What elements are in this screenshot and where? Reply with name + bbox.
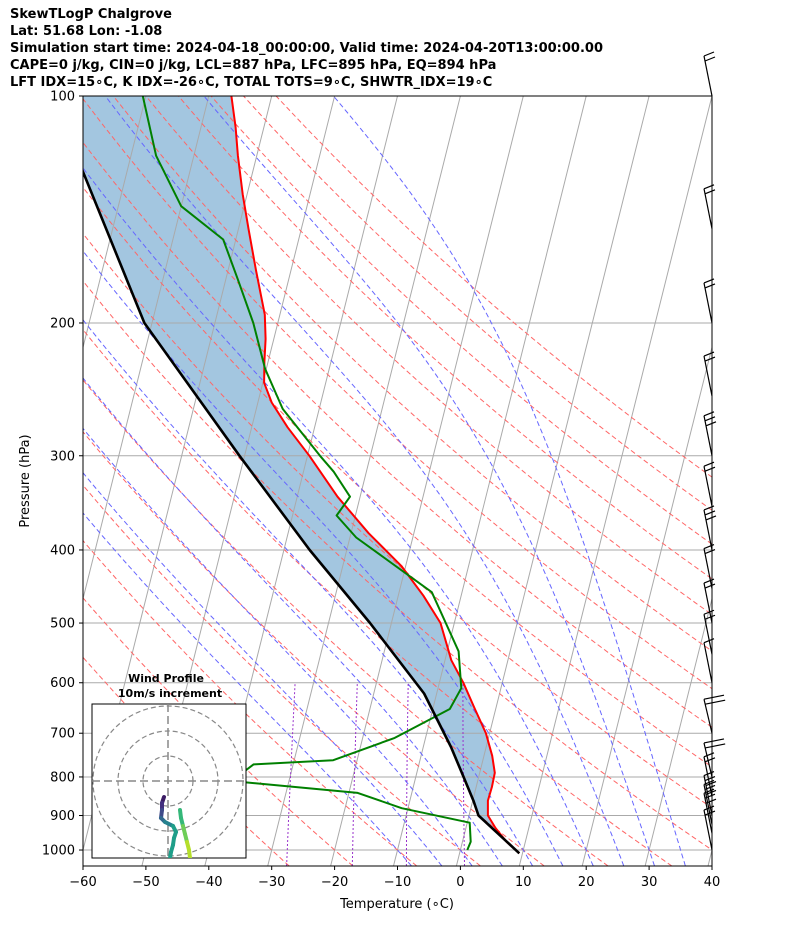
wind-barb [703, 461, 716, 507]
x-tick-label: 40 [704, 875, 721, 890]
dry-adiabat [83, 431, 545, 866]
y-axis-label: Pressure (hPa) [18, 434, 33, 527]
x-axis-label: Temperature (∘C) [339, 897, 454, 912]
dry-adiabat [83, 379, 609, 866]
hodograph-segment [187, 848, 192, 858]
moist-adiabat [83, 427, 473, 866]
location-line: Lat: 51.68 Lon: -1.08 [10, 24, 163, 39]
isotherm [644, 596, 712, 866]
figure-title: SkewTLogP Chalgrove [10, 7, 172, 22]
wind-barb [703, 351, 716, 397]
wind-barb [703, 805, 716, 851]
dry-adiabat [243, 96, 712, 511]
y-tick-label: 100 [50, 90, 75, 105]
dewpoint-trace [141, 96, 472, 851]
hodograph-subtitle: 10m/s increment [118, 687, 222, 700]
wind-barb [703, 638, 715, 683]
indices-line-1: CAPE=0 j/kg, CIN=0 j/kg, LCL=887 hPa, LF… [10, 58, 497, 73]
x-tick-label: −30 [258, 875, 285, 890]
y-tick-label: 500 [50, 617, 75, 632]
y-tick-label: 600 [50, 676, 75, 691]
wind-barb [703, 779, 717, 825]
dry-adiabat [178, 96, 712, 580]
y-tick-label: 200 [50, 316, 75, 331]
moist-adiabat [83, 250, 564, 866]
dry-adiabat [83, 597, 354, 866]
y-tick-label: 800 [50, 770, 75, 785]
dry-adiabat [83, 280, 712, 851]
moist-adiabat [83, 377, 503, 866]
wind-barbs [703, 51, 726, 851]
parcel-trace [83, 168, 521, 855]
isotherm [581, 345, 712, 866]
isotherm [707, 847, 712, 866]
moist-adiabat [83, 167, 594, 866]
y-tick-label: 400 [50, 543, 75, 558]
wind-barb [703, 770, 717, 816]
moist-adiabat [203, 96, 656, 866]
moist-adiabat [333, 96, 686, 866]
moist-adiabat [83, 319, 534, 866]
x-tick-label: −10 [384, 875, 411, 890]
wind-barb [703, 543, 716, 589]
y-tick-label: 700 [50, 727, 75, 742]
x-tick-label: 10 [515, 875, 532, 890]
isotherm [267, 96, 461, 866]
y-tick-label: 300 [50, 449, 75, 464]
time-line: Simulation start time: 2024-04-18_00:00:… [10, 41, 603, 56]
temperature-trace [230, 96, 520, 855]
x-tick-label: −40 [195, 875, 222, 890]
wind-barb [703, 738, 726, 778]
isotherm [83, 96, 84, 99]
dry-adiabat [210, 96, 712, 545]
moist-adiabat [83, 472, 443, 866]
wind-barb [703, 694, 726, 734]
dry-adiabat [83, 484, 481, 866]
figure-header: SkewTLogP Chalgrove Lat: 51.68 Lon: -1.0… [10, 6, 603, 91]
mixing-ratio-line [286, 682, 296, 866]
dry-adiabat [83, 141, 712, 728]
isotherm [455, 96, 650, 866]
wind-barb [703, 609, 716, 655]
wind-barb [703, 184, 716, 229]
y-tick-label: 1000 [42, 844, 75, 859]
y-tick-label: 900 [50, 809, 75, 824]
x-tick-label: −20 [321, 875, 348, 890]
x-tick-label: 30 [641, 875, 658, 890]
isotherm [330, 96, 524, 866]
dry-adiabat [83, 328, 673, 866]
mixing-ratio-line [351, 682, 358, 866]
mixing-ratio-line [405, 682, 409, 866]
x-tick-label: −60 [69, 875, 96, 890]
dry-adiabat [83, 186, 712, 768]
hodograph-title: Wind Profile [128, 672, 204, 685]
wind-barb [703, 411, 717, 456]
isotherm [83, 96, 147, 350]
x-tick-label: −50 [132, 875, 159, 890]
isotherm [83, 96, 210, 601]
hodograph-segment [168, 850, 173, 858]
x-tick-label: 0 [456, 875, 464, 890]
wind-profile-inset: Wind Profile 10m/s increment [91, 672, 247, 859]
x-tick-label: 20 [578, 875, 595, 890]
dry-adiabat [83, 98, 712, 690]
dry-adiabat [83, 232, 712, 809]
isotherm [518, 96, 712, 866]
moist-adiabat [104, 96, 625, 866]
indices-line-2: LFT IDX=15∘C, K IDX=-26∘C, TOTAL TOTS=9∘… [10, 75, 493, 90]
wind-barb [703, 51, 716, 97]
wind-barb [703, 278, 716, 324]
wind-barb [703, 505, 717, 551]
